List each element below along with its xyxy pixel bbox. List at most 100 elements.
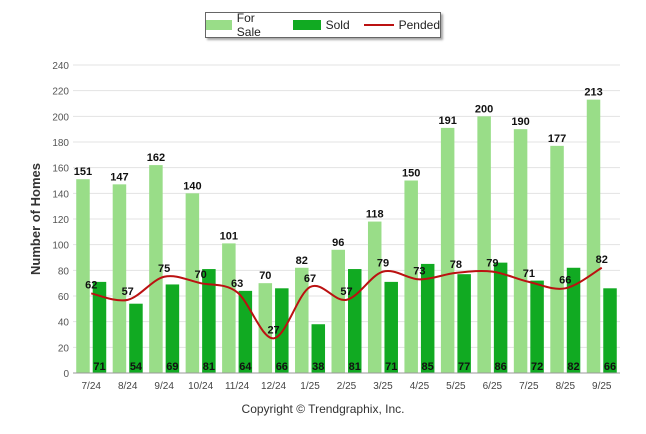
label-pended-8/24: 57 (122, 286, 134, 298)
label-for-sale-7/25: 190 (511, 116, 529, 128)
bar-sold-3/25 (384, 281, 398, 373)
y-tick-label: 120 (52, 215, 69, 226)
label-sold-7/24: 71 (93, 361, 105, 373)
bar-for-sale-3/25 (367, 221, 382, 373)
x-tick-label: 12/24 (261, 381, 286, 392)
legend-sold-label: Sold (325, 18, 350, 32)
label-for-sale-7/24: 151 (74, 166, 92, 178)
bar-sold-2/25 (348, 269, 362, 373)
x-tick-label: 8/24 (118, 381, 138, 392)
label-sold-9/25: 66 (604, 361, 616, 373)
legend-for-sale-label: For Sale (236, 11, 261, 39)
legend-for-sale-swatch (206, 20, 232, 30)
legend-pended-label: Pended (398, 18, 440, 32)
y-tick-label: 0 (63, 369, 69, 380)
legend-pended-swatch (363, 24, 394, 26)
y-tick-label: 140 (52, 189, 69, 200)
y-axis-title: Number of Homes (28, 163, 43, 275)
bar-sold-11/24 (238, 290, 253, 373)
copyright-footer: Copyright © Trendgraphix, Inc. (241, 402, 405, 416)
label-for-sale-9/24: 162 (147, 152, 165, 164)
label-pended-9/24: 75 (158, 263, 170, 275)
label-sold-6/25: 86 (494, 361, 506, 373)
bar-for-sale-7/24 (76, 179, 90, 373)
bar-for-sale-8/24 (112, 184, 127, 373)
bar-sold-8/25 (566, 267, 581, 373)
label-for-sale-3/25: 118 (366, 209, 384, 221)
label-sold-7/25: 72 (531, 361, 543, 373)
x-tick-label: 7/24 (81, 381, 101, 392)
bar-sold-7/24 (92, 281, 107, 373)
bar-sold-7/25 (530, 280, 544, 373)
bar-for-sale-6/25 (477, 116, 491, 373)
bar-sold-6/25 (493, 262, 508, 373)
y-tick-label: 40 (58, 318, 70, 329)
label-sold-5/25: 77 (458, 361, 470, 373)
bar-for-sale-7/25 (513, 129, 528, 373)
label-sold-4/25: 85 (422, 361, 434, 373)
y-tick-label: 220 (52, 87, 69, 98)
legend: For Sale Sold Pended (205, 11, 441, 39)
label-for-sale-1/25: 82 (296, 255, 308, 267)
y-tick-label: 80 (58, 266, 70, 277)
pended-line (91, 266, 603, 340)
label-pended-5/25: 78 (450, 259, 462, 271)
label-pended-6/25: 79 (486, 258, 498, 270)
label-sold-3/25: 71 (385, 361, 397, 373)
label-pended-7/24: 62 (85, 279, 97, 291)
bar-for-sale-11/24 (222, 243, 236, 373)
x-tick-label: 9/25 (592, 381, 612, 392)
label-pended-1/25: 67 (304, 273, 316, 285)
label-pended-3/25: 79 (377, 258, 389, 270)
label-sold-8/24: 54 (130, 361, 143, 373)
y-tick-label: 60 (58, 292, 70, 303)
bar-for-sale-12/24 (258, 283, 273, 373)
bar-sold-5/25 (457, 274, 471, 373)
label-for-sale-9/25: 213 (584, 87, 602, 99)
label-pended-10/24: 70 (195, 269, 207, 281)
label-for-sale-5/25: 191 (438, 115, 456, 127)
label-for-sale-11/24: 101 (220, 230, 238, 242)
label-sold-1/25: 38 (312, 361, 324, 373)
y-tick-label: 200 (52, 112, 69, 123)
label-pended-12/24: 27 (267, 324, 279, 336)
y-tick-label: 240 (52, 61, 69, 72)
bar-for-sale-2/25 (331, 249, 345, 373)
legend-for-sale[interactable]: For Sale (206, 11, 279, 39)
x-tick-label: 9/24 (154, 381, 174, 392)
label-pended-2/25: 57 (340, 286, 352, 298)
legend-sold[interactable]: Sold (292, 18, 350, 32)
legend-pended[interactable]: Pended (363, 18, 440, 32)
bar-for-sale-10/24 (185, 193, 200, 373)
label-sold-11/24: 64 (239, 361, 252, 373)
x-tick-label: 4/25 (410, 381, 430, 392)
bar-sold-9/24 (165, 284, 180, 373)
label-sold-10/24: 81 (203, 361, 215, 373)
bar-sold-10/24 (202, 269, 216, 373)
label-sold-8/25: 82 (567, 361, 579, 373)
label-pended-9/25: 82 (596, 254, 608, 266)
bar-sold-4/25 (420, 263, 435, 373)
y-tick-label: 20 (58, 343, 70, 354)
label-for-sale-8/24: 147 (110, 171, 128, 183)
bar-for-sale-8/25 (550, 145, 564, 373)
x-tick-label: 3/25 (373, 381, 393, 392)
label-sold-12/24: 66 (276, 361, 288, 373)
label-for-sale-8/25: 177 (548, 133, 566, 145)
label-sold-2/25: 81 (349, 361, 361, 373)
bar-sold-9/25 (603, 288, 617, 373)
x-tick-label: 5/25 (446, 381, 466, 392)
bar-for-sale-9/25 (586, 99, 601, 374)
label-for-sale-2/25: 96 (332, 237, 344, 249)
label-for-sale-10/24: 140 (183, 180, 201, 192)
label-pended-8/25: 66 (559, 274, 571, 286)
bar-for-sale-1/25 (295, 267, 309, 373)
bar-sold-8/24 (129, 303, 143, 373)
bar-sold-1/25 (311, 324, 326, 373)
label-pended-4/25: 73 (413, 265, 425, 277)
label-pended-11/24: 63 (231, 278, 243, 290)
x-tick-label: 2/25 (337, 381, 357, 392)
label-for-sale-4/25: 150 (402, 168, 420, 180)
x-tick-label: 11/24 (225, 381, 250, 392)
